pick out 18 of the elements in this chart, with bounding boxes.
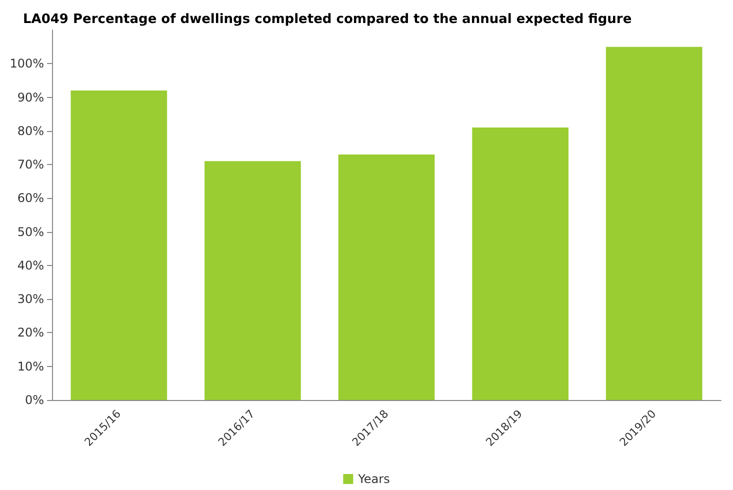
y-tick-label: 10%: [17, 359, 44, 374]
bar: [338, 154, 435, 400]
y-tick-label: 100%: [10, 56, 44, 71]
y-tick-label: 50%: [17, 224, 44, 239]
legend-label: Years: [357, 472, 390, 486]
y-tick-label: 70%: [17, 158, 44, 172]
y-tick-label: 20%: [17, 326, 44, 340]
bar: [606, 46, 702, 400]
bar: [70, 90, 168, 400]
bar: [204, 161, 301, 400]
chart-title: LA049 Percentage of dwellings completed compared to the annual expected figure: [23, 12, 632, 27]
y-tick-label: 0%: [24, 393, 44, 407]
y-tick-label: 80%: [17, 124, 44, 138]
bar: [472, 128, 568, 400]
y-tick-label: 90%: [17, 90, 44, 104]
y-tick-label: 40%: [17, 258, 44, 272]
y-tick-label: 60%: [17, 191, 44, 206]
y-tick-label: 30%: [17, 292, 44, 306]
